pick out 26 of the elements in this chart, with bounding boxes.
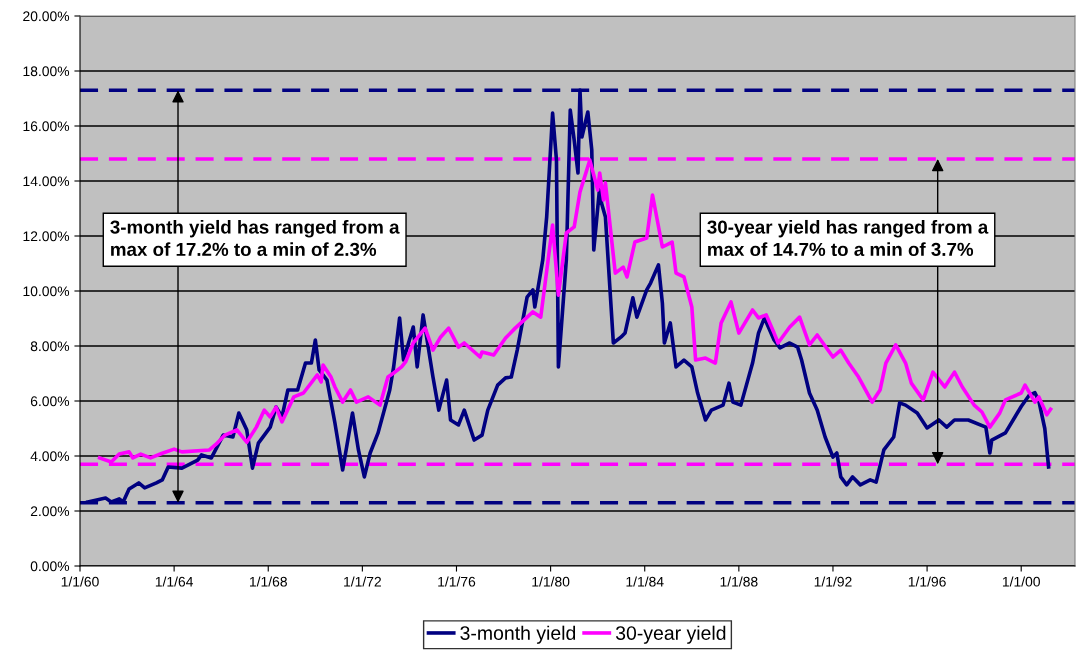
legend-label: 30-year yield [615,625,726,644]
x-tick-label: 1/1/76 [438,576,476,587]
x-tick-label: 1/1/72 [344,576,381,587]
x-tick-label: 1/1/88 [720,576,758,587]
x-tick-label: 1/1/64 [155,576,194,587]
y-tick-label: 14.00% [23,176,70,187]
y-tick-label: 18.00% [23,66,70,77]
x-tick-label: 1/1/84 [626,576,664,587]
annotation: 30-year yield has ranged from a max of 14.7% to a min of 3.7% [707,219,989,257]
x-tick-label: 1/1/68 [249,576,287,587]
y-tick-label: 16.00% [23,121,70,132]
y-tick-label: 6.00% [30,396,70,407]
x-tick-label: 1/1/60 [61,576,99,587]
y-tick-label: 20.00% [23,11,70,22]
annotation: 3-month yield has ranged from a max of 17.2% to a min of 2.3% [110,219,400,257]
x-tick-label: 1/1/92 [814,576,852,587]
y-tick-label: 4.00% [30,451,70,462]
y-tick-label: 8.00% [30,341,70,352]
legend-label: 3-month yield [460,625,576,644]
y-tick-label: 10.00% [23,286,70,297]
y-tick-label: 0.00% [30,561,70,572]
y-tick-label: 12.00% [23,231,70,242]
x-tick-label: 1/1/96 [908,576,946,587]
y-tick-label: 2.00% [30,506,70,517]
x-tick-label: 1/1/00 [1002,576,1040,587]
x-tick-label: 1/1/80 [532,576,570,587]
